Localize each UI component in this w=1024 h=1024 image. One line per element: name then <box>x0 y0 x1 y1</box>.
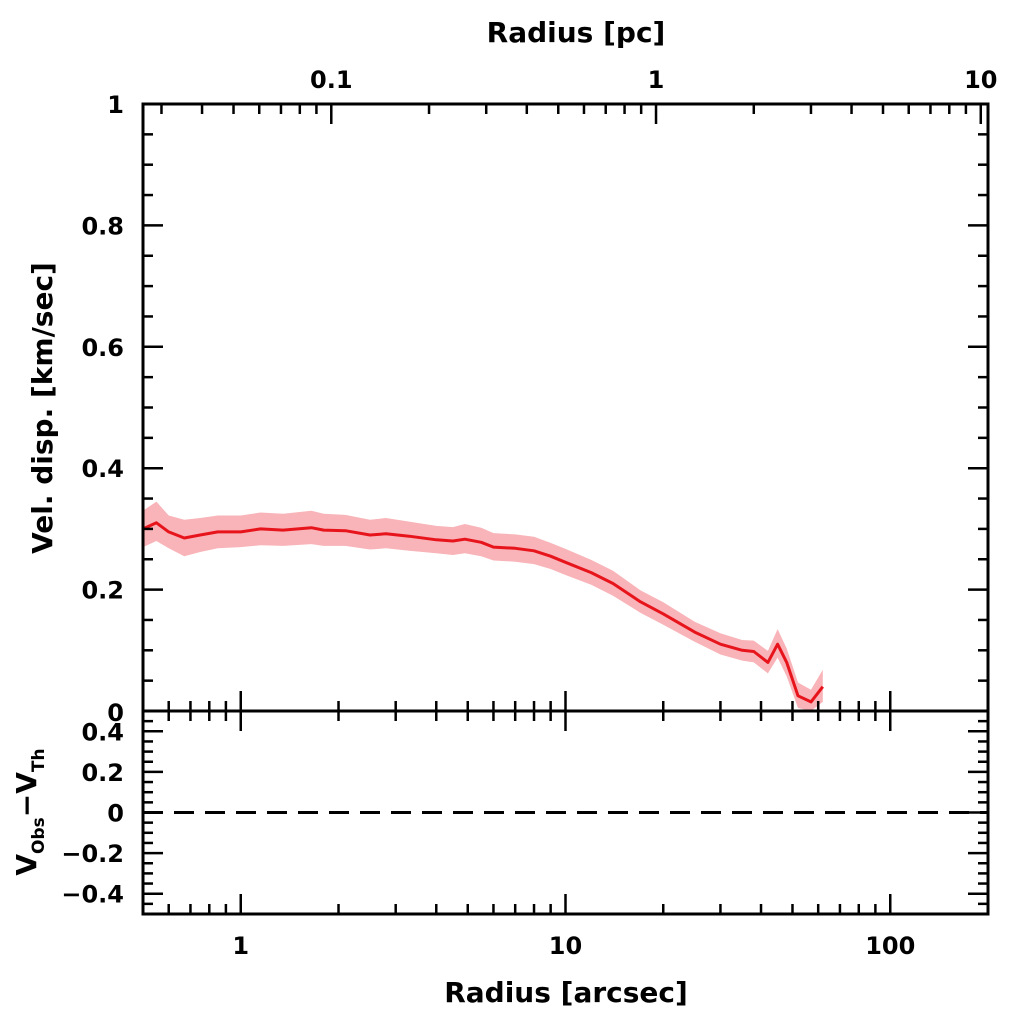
x2-tick-label: 1 <box>648 66 665 94</box>
y-tick-label: 0.8 <box>81 212 124 240</box>
residual-y-tick-label: −0.2 <box>61 840 124 868</box>
residual-y-tick-label: 0.2 <box>81 759 124 787</box>
x2-tick-label: 0.1 <box>310 66 353 94</box>
x2-axis-title: Radius [pc] <box>487 16 666 49</box>
residual-y-tick-label: −0.4 <box>61 881 124 909</box>
velocity-dispersion-series <box>142 521 824 704</box>
residual-y-main: V <box>10 854 43 876</box>
residual-panel-frame <box>141 709 990 916</box>
residual-y-sub1: Obs <box>29 817 49 854</box>
confidence-band-area <box>143 501 823 711</box>
main-panel-frame <box>141 102 990 713</box>
residual-y-dash: −V <box>10 772 43 817</box>
x-axis-title: Radius [arcsec] <box>444 976 688 1009</box>
x-tick-label: 1 <box>232 932 249 960</box>
x2-tick-label: 10 <box>964 66 997 94</box>
residual-y-tick-label: 0 <box>107 800 124 828</box>
y-axis-title: Vel. disp. [km/sec] <box>26 262 59 554</box>
y-tick-label: 0 <box>107 699 124 727</box>
residual-panel <box>141 709 990 916</box>
residual-y-sub2: Th <box>29 748 49 772</box>
y-tick-label: 0.6 <box>81 334 124 362</box>
residual-y-tick-label: 0.4 <box>81 718 124 746</box>
y-tick-label: 1 <box>107 91 124 119</box>
main-panel-ticks <box>141 102 990 713</box>
residual-panel-ticks <box>141 709 990 916</box>
main-panel <box>141 102 990 713</box>
velocity-dispersion-line <box>142 521 824 704</box>
residual-y-axis-title: VObs−VTh <box>10 748 49 875</box>
y-tick-label: 0.4 <box>81 455 124 483</box>
x-tick-label: 10 <box>549 932 582 960</box>
confidence-band <box>143 501 823 711</box>
y-tick-label: 0.2 <box>81 577 124 605</box>
x-tick-label: 100 <box>865 932 915 960</box>
